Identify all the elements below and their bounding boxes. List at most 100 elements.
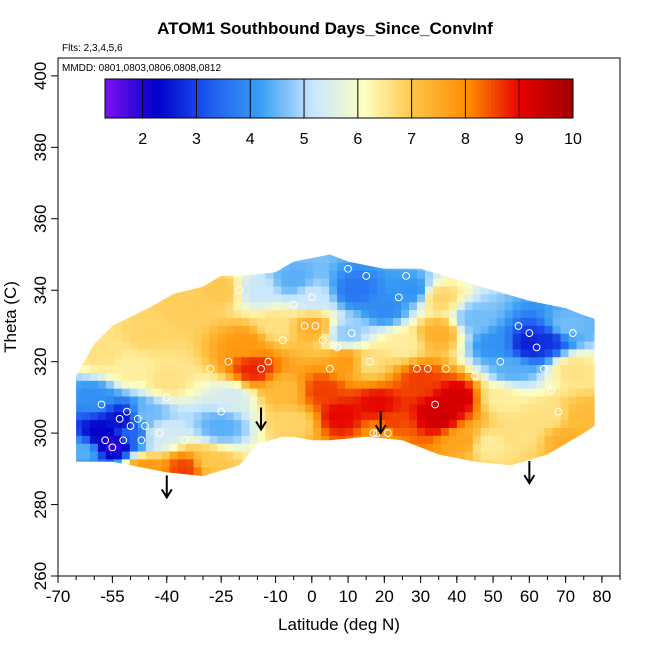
x-tick-label: 80 (592, 587, 611, 606)
heatmap-cell (345, 278, 354, 287)
heatmap-cell (616, 396, 625, 404)
heatmap-cell (193, 278, 203, 287)
colorbar-segment (167, 79, 172, 118)
heatmap-cell (321, 325, 330, 334)
heatmap-cell (265, 419, 274, 428)
heatmap-cell (97, 340, 107, 350)
heatmap-cell (513, 231, 522, 239)
heatmap-cell (448, 466, 458, 476)
heatmap-cell (504, 403, 514, 413)
colorbar-segment (420, 79, 426, 118)
heatmap-cell (257, 340, 266, 350)
heatmap-cell (432, 388, 442, 397)
heatmap-cell (329, 372, 338, 381)
heatmap-cell (137, 340, 147, 350)
heatmap-cell (193, 333, 203, 342)
heatmap-cell (145, 427, 155, 436)
heatmap-cell (488, 262, 498, 271)
heatmap-cell (226, 239, 235, 247)
heatmap-cell (273, 380, 282, 389)
heatmap-cell (432, 293, 442, 303)
heatmap-cell (185, 435, 195, 444)
heatmap-cell (217, 395, 227, 405)
heatmap-cell (417, 482, 426, 490)
heatmap-cell (424, 411, 434, 421)
colorbar-segment (436, 79, 441, 118)
heatmap-cell (281, 372, 290, 381)
heatmap-cell (448, 427, 458, 436)
heatmap-cell (193, 317, 203, 326)
heatmap-cell (480, 333, 490, 342)
heatmap-cell (440, 466, 450, 476)
heatmap-cell (393, 419, 402, 428)
heatmap-cell (89, 474, 99, 476)
heatmap-cell (218, 231, 227, 239)
heatmap-cell (105, 285, 115, 295)
heatmap-cell (257, 325, 266, 334)
heatmap-cell (528, 309, 538, 318)
heatmap-cell (153, 348, 163, 358)
heatmap-cell (488, 450, 498, 460)
heatmap-cell (512, 411, 522, 421)
heatmap-cell (552, 450, 562, 460)
heatmap-cell (289, 411, 298, 421)
heatmap-cell (520, 411, 530, 421)
heatmap-cell (153, 411, 163, 421)
observation-point (311, 322, 320, 330)
heatmap-cell (97, 285, 107, 295)
heatmap-cell (265, 340, 274, 350)
heatmap-cell (553, 482, 562, 490)
x-tick-label: 30 (411, 587, 430, 606)
colorbar-segment (569, 79, 574, 118)
heatmap-cell (305, 419, 314, 428)
heatmap-cell (225, 348, 235, 358)
heatmap-cell (305, 254, 314, 263)
heatmap-cell (608, 372, 617, 380)
heatmap-cell (137, 427, 147, 436)
heatmap-cell (560, 262, 570, 271)
heatmap-cell (353, 435, 362, 444)
heatmap-cell (377, 380, 386, 389)
heatmap-cell (145, 293, 155, 303)
heatmap-cell (297, 325, 306, 334)
heatmap-cell (89, 333, 99, 342)
heatmap-cell (210, 482, 219, 490)
heatmap-cell (114, 239, 123, 247)
heatmap-cell (177, 474, 187, 476)
heatmap-cell (209, 450, 219, 460)
heatmap-cell (528, 293, 538, 303)
heatmap-cell (560, 435, 570, 444)
heatmap-cell (161, 325, 171, 334)
heatmap-cell (169, 356, 179, 366)
colorbar-segment (405, 79, 410, 118)
colorbar-segment (257, 79, 262, 118)
heatmap-cell (496, 293, 506, 303)
heatmap-cell (401, 348, 410, 358)
heatmap-cell (432, 278, 442, 287)
heatmap-cell (137, 309, 147, 318)
colorbar-segment (471, 79, 476, 118)
heatmap-cell (584, 293, 594, 303)
heatmap-cell (58, 270, 67, 278)
heatmap-cell (361, 458, 370, 468)
heatmap-cell (193, 474, 203, 476)
heatmap-cell (424, 372, 434, 381)
heatmap-cell (289, 356, 298, 366)
heatmap-cell (76, 254, 83, 256)
observation-point (119, 436, 128, 445)
heatmap-cell (568, 254, 578, 256)
heatmap-cell (385, 325, 394, 334)
heatmap-cell (105, 254, 115, 263)
heatmap-cell (257, 285, 266, 295)
heatmap-cell (520, 317, 530, 326)
heatmap-cell (66, 475, 75, 483)
heatmap-cell (329, 419, 338, 428)
colorbar-segment (264, 79, 270, 118)
heatmap-cell (169, 450, 179, 460)
heatmap-cell (209, 293, 219, 303)
heatmap-cell (401, 419, 410, 428)
heatmap-cell (321, 395, 330, 405)
heatmap-cell (576, 411, 586, 421)
heatmap-cell (504, 443, 514, 452)
heatmap-cell (313, 443, 322, 452)
